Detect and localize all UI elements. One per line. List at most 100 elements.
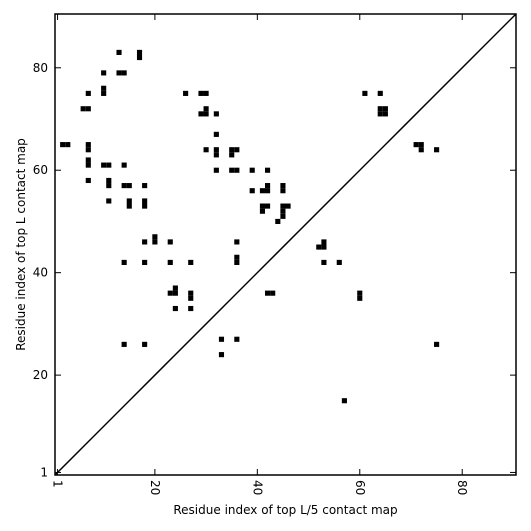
contact-point [183, 90, 189, 96]
contact-point [270, 290, 276, 296]
contact-point [142, 239, 148, 245]
contact-point [152, 239, 158, 245]
x-tick-label: 40 [250, 480, 264, 495]
contact-point [101, 85, 107, 91]
contact-point [341, 398, 347, 404]
x-tick-label: 20 [148, 480, 162, 495]
contact-point [80, 106, 86, 112]
contact-point [172, 285, 178, 291]
contact-point [85, 147, 91, 153]
y-tick-label: 40 [33, 266, 48, 280]
contact-point [172, 290, 178, 296]
contact-point [259, 188, 266, 194]
contact-point [213, 152, 219, 158]
contact-point [321, 259, 327, 265]
ticks-layer: 1 20 40 60 80 1 20 40 60 80 [33, 14, 516, 495]
contact-point [65, 142, 71, 148]
contact-point [382, 106, 388, 112]
y-tick-label: 80 [33, 61, 48, 75]
contact-point [280, 208, 286, 214]
contact-point [198, 111, 204, 117]
contact-point [234, 239, 240, 245]
contact-point [126, 183, 132, 189]
contact-point [316, 244, 322, 250]
contact-point [136, 49, 143, 55]
contact-point [142, 203, 148, 209]
contact-point [167, 259, 173, 265]
contact-point [116, 70, 122, 76]
contact-point [188, 290, 194, 296]
contact-point [203, 111, 209, 117]
contact-point [121, 70, 127, 76]
contact-point [336, 259, 342, 265]
contact-point [234, 336, 240, 342]
contact-point [188, 259, 194, 265]
contact-point [60, 142, 66, 148]
contact-point [413, 142, 419, 148]
contact-point [259, 208, 266, 214]
points-layer [60, 49, 440, 404]
contact-point [167, 290, 173, 296]
contact-point [218, 352, 225, 358]
contact-point [167, 239, 173, 245]
contact-point [142, 341, 148, 347]
contact-point [188, 305, 194, 312]
contact-point [362, 90, 368, 96]
contact-point [229, 147, 235, 153]
contact-point [280, 183, 286, 189]
contact-point [234, 147, 240, 153]
contact-point [85, 106, 91, 112]
contact-point [280, 203, 286, 209]
contact-point [85, 142, 91, 148]
y-tick-label: 60 [33, 163, 48, 177]
contact-point [85, 157, 91, 163]
x-tick-label: 60 [353, 480, 367, 495]
contact-point [218, 336, 225, 342]
contact-point [142, 198, 148, 204]
contact-point [265, 183, 271, 189]
contact-point [377, 90, 383, 96]
contact-point [106, 183, 112, 189]
contact-point [377, 111, 383, 117]
contact-point [234, 259, 240, 265]
contact-point [121, 259, 127, 265]
contact-point [213, 147, 219, 153]
plot-frame [54, 13, 517, 476]
contact-point [418, 147, 424, 153]
y-axis-label: Residue index of top L contact map [14, 138, 28, 351]
contact-point [280, 213, 286, 219]
contact-point [142, 183, 148, 189]
contact-point [382, 111, 388, 117]
contact-point [203, 147, 209, 153]
contact-point [172, 305, 178, 312]
contact-point [265, 203, 271, 209]
contact-point [259, 203, 266, 209]
y-tick-label: 20 [33, 368, 48, 382]
contact-point [101, 162, 107, 168]
x-tick-label: 1 [51, 480, 65, 488]
contact-point [106, 198, 112, 204]
contact-point [213, 111, 219, 117]
contact-point [285, 203, 291, 209]
contact-point [321, 239, 327, 245]
contact-point [121, 162, 127, 168]
x-tick-label: 80 [455, 480, 469, 495]
contact-point [116, 49, 122, 55]
contact-point [321, 244, 327, 250]
contact-point [106, 162, 112, 168]
contact-point [213, 131, 219, 137]
contact-point [198, 90, 204, 96]
contact-point [85, 177, 91, 184]
contact-point [377, 106, 383, 112]
contact-point [234, 254, 240, 260]
contact-point [136, 54, 143, 61]
contact-point [152, 234, 158, 240]
contact-point [203, 106, 209, 112]
contact-point [101, 90, 107, 96]
contact-point [121, 341, 127, 347]
contact-point [249, 167, 255, 173]
contact-point [142, 259, 148, 265]
contact-point [85, 162, 91, 168]
contact-point [265, 167, 271, 173]
